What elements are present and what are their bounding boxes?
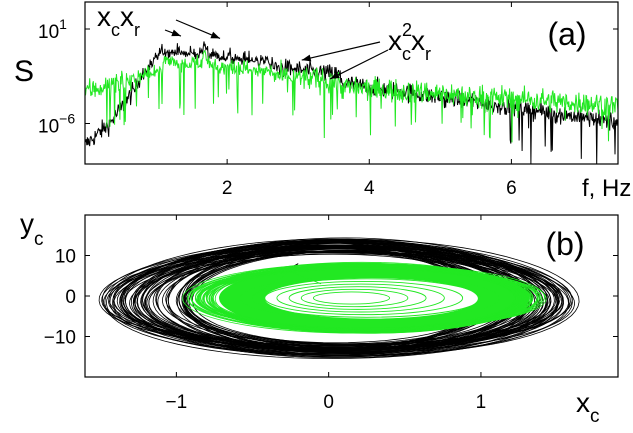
phase-x-tick-label: 1	[476, 392, 487, 413]
annotation-arrow-head	[330, 71, 340, 79]
spectrum-y-tick-label: 10−6	[38, 111, 75, 138]
phase-x-tick-label: −1	[166, 392, 188, 413]
spectrum-y-tick-label: 101	[38, 16, 67, 43]
phase-x-tick-label: 0	[323, 392, 334, 413]
spectrum-ticks: 2 4 6 101 10−6	[38, 2, 618, 199]
annotation-xc2xr: x2 cxr	[388, 20, 431, 64]
phase-x-axis-label: xc	[576, 387, 600, 427]
phase-orbit-black	[133, 244, 555, 350]
phase-labels: yc xc (b)	[20, 208, 600, 427]
spectrum-labels: Sf, Hz (a) xcxr x2 cxr	[14, 1, 631, 202]
phase-orbit-black	[178, 242, 514, 350]
phase-transient-green	[288, 286, 427, 310]
phase-orbit-black	[134, 247, 551, 353]
spectrum-series-1	[85, 41, 618, 164]
phase-panel-label: (b)	[545, 226, 584, 262]
spectrum-x-tick-label: 2	[222, 178, 233, 199]
phase-orbit-black	[120, 241, 563, 351]
phase-transient-green	[312, 291, 391, 305]
phase-transient-green	[252, 278, 482, 318]
phase-orbit-green	[210, 263, 527, 334]
phase-transient-green	[239, 275, 500, 321]
phase-transient-green	[300, 288, 409, 308]
spectrum-x-tick-label: 6	[506, 178, 517, 199]
phase-orbit-black	[130, 242, 558, 356]
phase-y-axis-label: yc	[20, 208, 44, 250]
phase-transient-green	[264, 280, 464, 316]
phase-orbit-black	[145, 245, 529, 353]
spectrum-plot-frame	[84, 1, 619, 165]
annotation-arrow-head	[301, 54, 312, 62]
spectrum-x-axis-label: f, Hz	[582, 175, 631, 202]
phase-orbit-green	[205, 265, 525, 328]
phase-y-tick-label: 0	[65, 287, 76, 308]
annotation-arrow-line	[301, 41, 381, 61]
phase-orbit-black	[148, 253, 538, 347]
spectrum-panel: 2 4 6 101 10−6 Sf, Hz (a) xcxr x2 cxr	[14, 1, 631, 202]
phase-orbit-black	[184, 247, 515, 352]
phase-transient-green-line	[252, 271, 322, 297]
phase-y-tick-label: 10	[55, 247, 76, 268]
spectrum-panel-label: (a)	[547, 16, 586, 52]
phase-series-group	[98, 237, 580, 360]
annotation-arrow-head	[210, 31, 221, 39]
phase-orbit-black	[109, 240, 573, 357]
spectrum-x-tick-label: 4	[364, 178, 375, 199]
phase-y-tick-label: −10	[44, 328, 76, 349]
spectrum-series-group	[85, 41, 618, 164]
annotation-xcxr: xcxr	[97, 1, 140, 40]
spectrum-y-axis-label: S	[14, 55, 34, 88]
annotation-arrow-head	[171, 29, 181, 37]
phase-orbit-black	[119, 240, 544, 356]
spectrum-series-2	[85, 49, 618, 143]
phase-orbit-green	[191, 265, 531, 333]
annotation-arrow-line	[329, 49, 389, 80]
phase-orbit-black	[146, 253, 520, 347]
phase-orbit-green	[206, 267, 538, 330]
phase-transient-green	[276, 283, 445, 313]
